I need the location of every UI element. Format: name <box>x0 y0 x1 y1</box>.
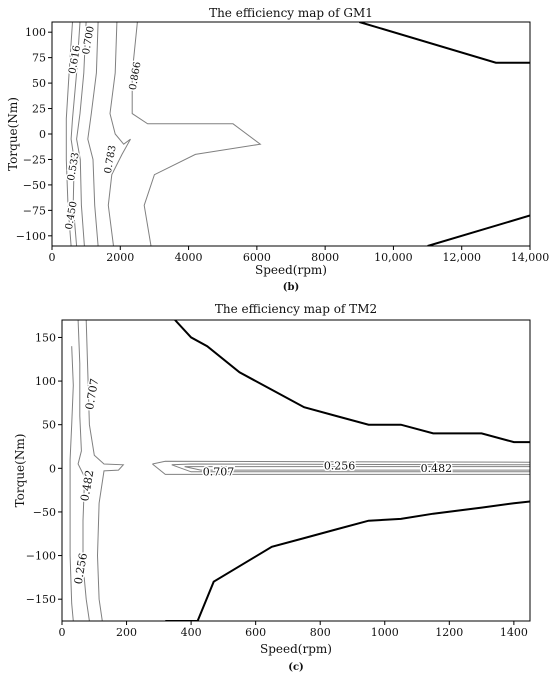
x-tick-label: 14,000 <box>511 251 550 264</box>
y-tick-label: 0 <box>39 128 46 141</box>
x-tick-label: 200 <box>116 626 137 639</box>
plot-area: 0.707 0.482 0.256 0.707 0.256 0.482 <box>69 320 530 621</box>
contour-label: 0.450 <box>64 200 80 230</box>
contour-line-0-450 <box>65 22 73 246</box>
x-tick-label: 1200 <box>435 626 463 639</box>
y-tick-label: −50 <box>23 179 46 192</box>
y-tick-label: −100 <box>26 550 56 563</box>
contour-line-0-707 <box>85 320 125 621</box>
x-tick-label: 0 <box>59 626 66 639</box>
x-tick-label: 1000 <box>371 626 399 639</box>
y-tick-label: 50 <box>42 419 56 432</box>
y-tick-label: 75 <box>32 52 46 65</box>
x-tick-label: 800 <box>310 626 331 639</box>
y-tick-label: 25 <box>32 103 46 116</box>
x-tick-label: 400 <box>181 626 202 639</box>
contour-label: 0.482 <box>421 462 453 475</box>
x-tick-label: 4000 <box>175 251 203 264</box>
y-axis-label: Torque(Nm) <box>13 434 27 508</box>
x-tick-label: 12,000 <box>442 251 481 264</box>
contour-line-0-700 <box>87 22 99 246</box>
contour-label: 0.256 <box>72 552 90 585</box>
contour-line-0-533 <box>70 22 81 246</box>
x-tick-label: 600 <box>245 626 266 639</box>
torque-limit-curve-lower <box>427 214 530 246</box>
y-tick-label: 0 <box>49 462 56 475</box>
contour-label: 0.707 <box>203 466 235 479</box>
x-axis-label: Speed(rpm) <box>260 642 332 656</box>
chart-title: The efficiency map of TM2 <box>215 302 377 316</box>
contour-line-0-616 <box>76 22 87 246</box>
y-tick-label: 50 <box>32 77 46 90</box>
contour-label: 0.866 <box>128 61 144 91</box>
contour-line-0-482 <box>77 320 90 621</box>
x-tick-label: 8000 <box>311 251 339 264</box>
y-tick-label: −25 <box>23 153 46 166</box>
x-tick-label: 6000 <box>243 251 271 264</box>
y-tick-label: −100 <box>16 230 46 243</box>
panel-label: (c) <box>288 662 304 673</box>
contour-label: 0.482 <box>78 469 96 502</box>
contour-label: 0.700 <box>81 25 97 55</box>
y-axis-label: Torque(Nm) <box>6 97 20 171</box>
y-tick-label: −150 <box>26 593 56 606</box>
y-tick-label: −75 <box>23 204 46 217</box>
contour-line-0-256 <box>184 466 530 471</box>
x-tick-label: 1400 <box>500 626 528 639</box>
torque-limit-curve-lower <box>165 500 530 621</box>
plot-frame <box>51 21 531 247</box>
contour-line-0-866 <box>131 22 262 246</box>
contour-line-0-783 <box>107 22 131 246</box>
x-tick-label: 2000 <box>106 251 134 264</box>
x-axis-label: Speed(rpm) <box>255 263 327 277</box>
y-tick-label: −50 <box>33 506 56 519</box>
contour-label: 0.533 <box>66 152 82 182</box>
chart-title: The efficiency map of GM1 <box>209 6 373 20</box>
contour-label: 0.707 <box>83 377 101 410</box>
plot-frame <box>61 319 531 622</box>
torque-limit-curve-upper <box>359 22 530 64</box>
contour-line-0-707 <box>152 460 530 475</box>
y-tick-label: 100 <box>35 375 56 388</box>
x-tick-label: 10,000 <box>374 251 413 264</box>
contour-label: 0.256 <box>324 460 356 473</box>
contour-label: 0.616 <box>67 45 83 75</box>
y-tick-label: 100 <box>25 26 46 39</box>
chart-tm2-efficiency-map: The efficiency map of TM2 0.707 0.482 0.256… <box>13 302 531 673</box>
contour-line-0-256 <box>69 346 74 621</box>
torque-limit-curve-upper <box>174 320 530 444</box>
contour-label: 0.783 <box>103 144 119 174</box>
y-tick-label: 150 <box>35 331 56 344</box>
panel-label: (b) <box>283 282 299 293</box>
contour-line-0-482 <box>171 463 530 473</box>
x-tick-label: 0 <box>49 251 56 264</box>
